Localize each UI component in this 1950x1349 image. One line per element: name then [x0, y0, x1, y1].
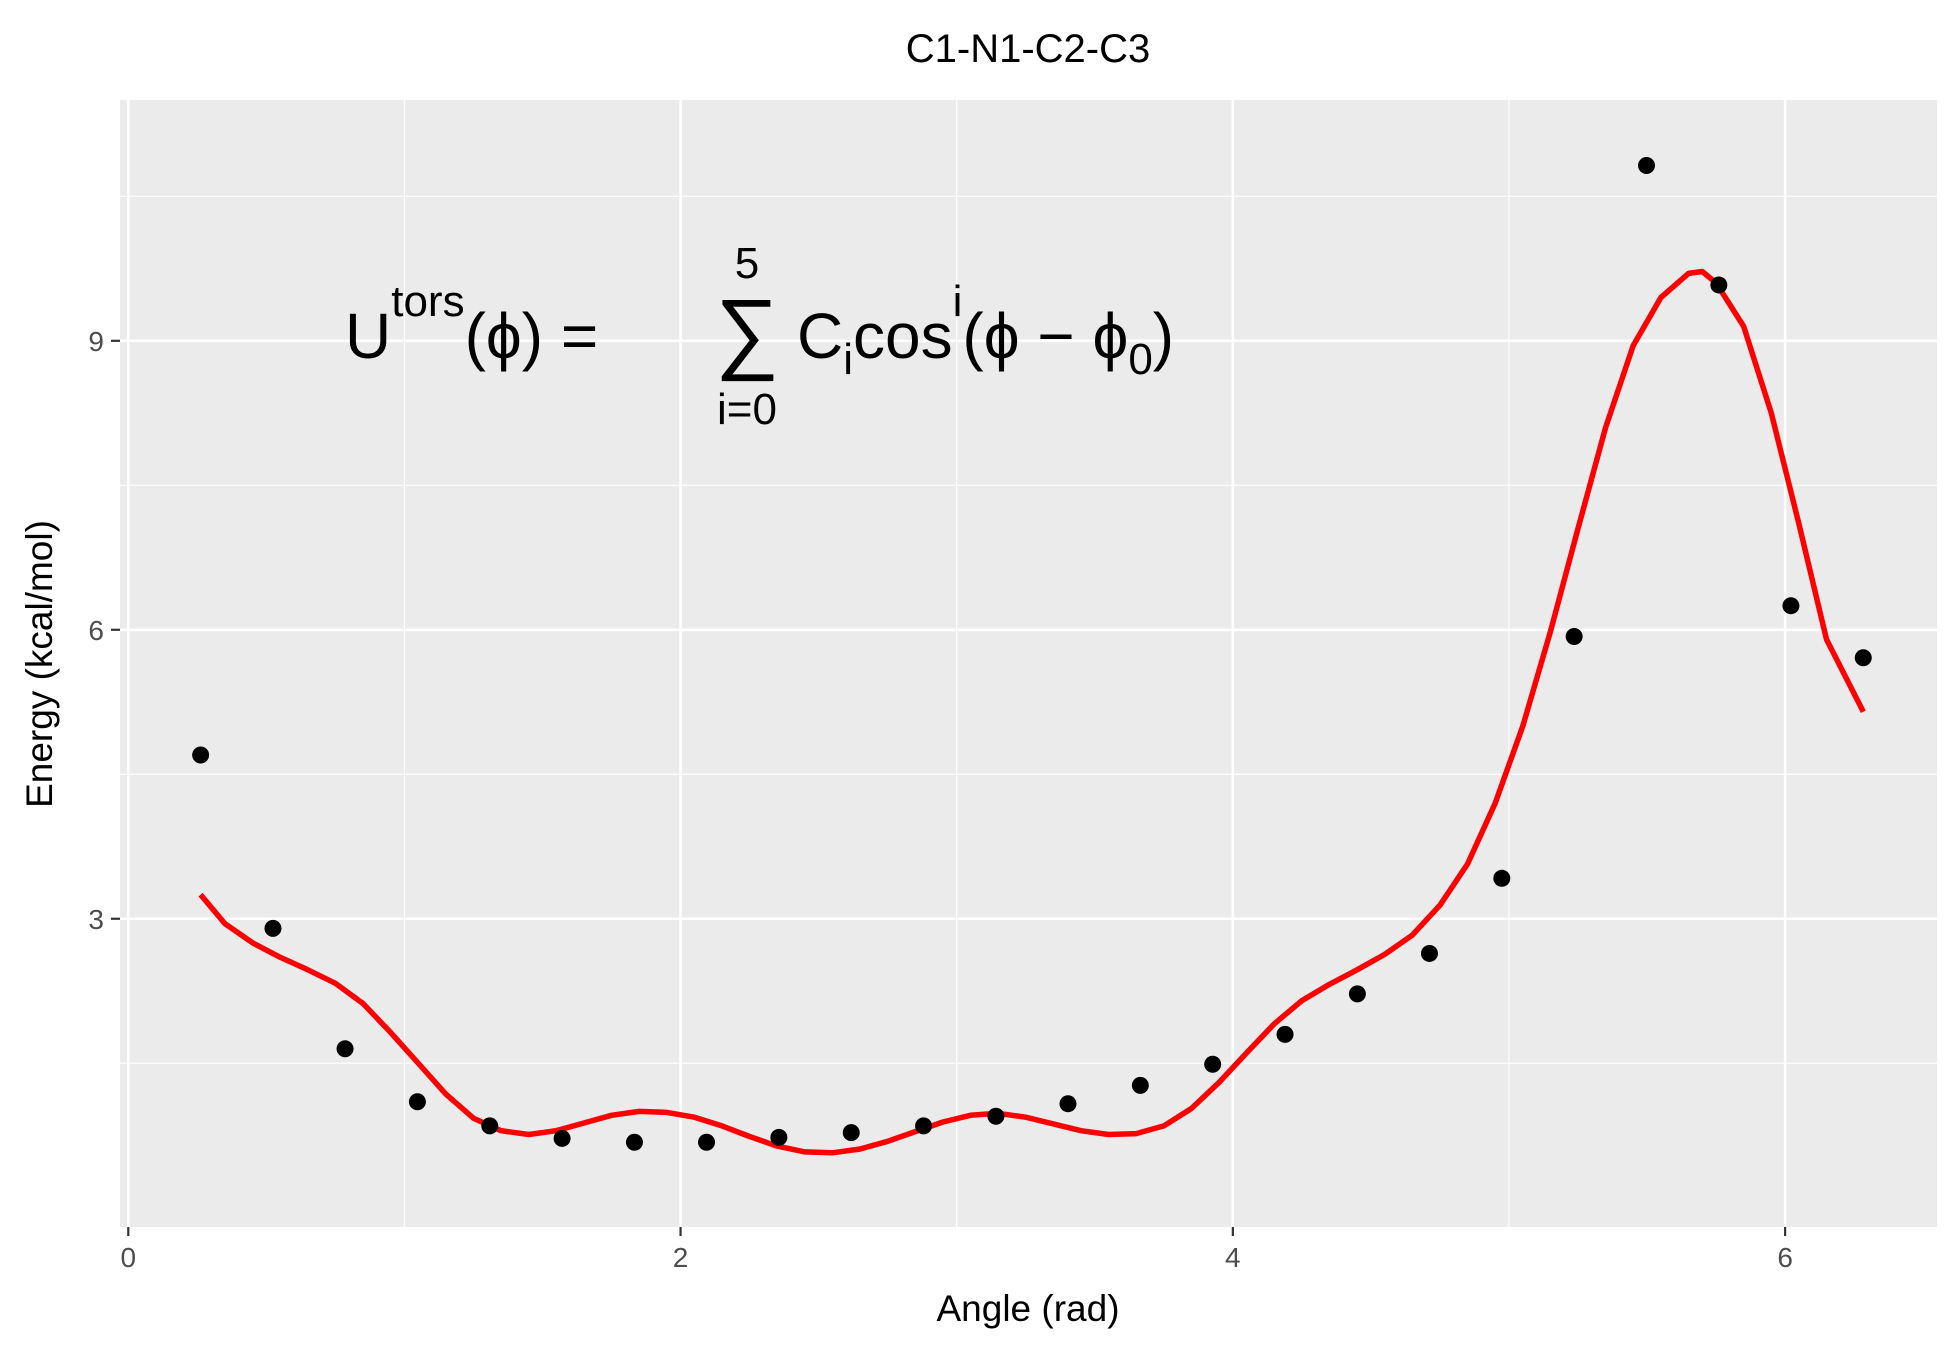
y-axis: 3 6 9	[88, 326, 120, 935]
data-point	[625, 1133, 643, 1151]
data-point	[1420, 944, 1438, 962]
formula-u: U	[345, 300, 391, 372]
y-tick-label: 3	[88, 904, 104, 935]
data-point	[481, 1117, 499, 1135]
x-tick-label: 6	[1777, 1242, 1793, 1273]
data-point	[1493, 869, 1511, 887]
formula-rhs-open: (ϕ − ϕ	[962, 300, 1128, 372]
fit-line-group	[198, 268, 1866, 1156]
data-point	[698, 1133, 716, 1151]
data-point	[264, 919, 282, 937]
data-point	[553, 1129, 571, 1147]
data-point	[987, 1107, 1005, 1125]
formula-coefficient: C	[797, 300, 843, 372]
data-point	[1131, 1076, 1149, 1094]
data-point	[408, 1093, 426, 1111]
formula-rhs-close: )	[1153, 300, 1174, 372]
y-tick-label: 6	[88, 615, 104, 646]
formula-annotation: Utors(ϕ) = 5 ∑ i=0 Cicosi(ϕ − ϕ0)	[345, 239, 1174, 434]
formula-phi-subscript: 0	[1128, 335, 1152, 384]
x-tick-label: 2	[673, 1242, 689, 1273]
formula-sum-lower: i=0	[717, 385, 777, 434]
formula-cos-superscript: i	[953, 277, 963, 326]
data-point	[1276, 1025, 1294, 1043]
data-point	[1782, 597, 1800, 615]
y-axis-title: Energy (kcal/mol)	[19, 520, 60, 808]
formula-cos: cos	[853, 300, 953, 372]
formula-sum-sign: ∑	[715, 282, 779, 382]
x-axis: 0 2 4 6	[120, 1227, 1793, 1273]
data-point	[1059, 1095, 1077, 1113]
formula-sum-upper: 5	[735, 239, 759, 288]
data-point	[770, 1128, 788, 1146]
data-point	[1638, 157, 1656, 175]
data-point	[1710, 276, 1728, 294]
svg-text:Cicosi(ϕ − ϕ0): Cicosi(ϕ − ϕ0)	[797, 277, 1174, 384]
formula-lhs-arg: (ϕ) =	[465, 300, 599, 372]
data-point	[1348, 985, 1366, 1003]
fit-line	[198, 268, 1866, 1156]
data-point	[842, 1124, 860, 1142]
chart-title: C1-N1-C2-C3	[906, 27, 1151, 71]
svg-text:Utors(ϕ) =: Utors(ϕ) =	[345, 277, 598, 372]
data-point	[192, 746, 210, 764]
y-tick-label: 9	[88, 326, 104, 357]
data-point	[1565, 628, 1583, 646]
x-tick-label: 4	[1225, 1242, 1241, 1273]
data-point	[1204, 1055, 1222, 1073]
formula-tors-superscript: tors	[391, 277, 464, 326]
grid-minor	[120, 100, 1937, 1227]
x-axis-title: Angle (rad)	[936, 1288, 1119, 1329]
data-point	[336, 1040, 354, 1058]
data-point	[915, 1117, 933, 1135]
formula-coefficient-subscript: i	[843, 335, 853, 384]
panel-background	[120, 100, 1937, 1227]
data-points	[192, 157, 1872, 1151]
x-tick-label: 0	[120, 1242, 136, 1273]
data-point	[1854, 649, 1872, 667]
